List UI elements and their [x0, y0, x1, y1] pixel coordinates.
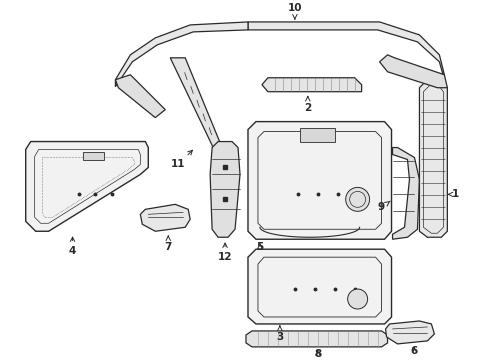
- Polygon shape: [419, 80, 447, 237]
- Text: 1: 1: [448, 189, 459, 199]
- Polygon shape: [170, 58, 222, 152]
- Polygon shape: [386, 321, 435, 344]
- Polygon shape: [248, 249, 392, 324]
- Text: 11: 11: [171, 150, 193, 170]
- Text: 5: 5: [256, 242, 264, 252]
- Text: 12: 12: [218, 243, 232, 262]
- Text: 6: 6: [411, 346, 418, 356]
- Bar: [82, 152, 104, 161]
- Circle shape: [348, 289, 368, 309]
- Polygon shape: [140, 204, 190, 231]
- Polygon shape: [380, 55, 447, 88]
- Circle shape: [345, 188, 369, 211]
- Text: 3: 3: [276, 326, 284, 342]
- Polygon shape: [248, 22, 444, 80]
- Text: 7: 7: [165, 236, 172, 252]
- Polygon shape: [210, 141, 240, 237]
- Polygon shape: [246, 331, 388, 347]
- Bar: [300, 127, 335, 141]
- Text: 9: 9: [378, 201, 390, 212]
- Text: 10: 10: [288, 3, 302, 19]
- Polygon shape: [392, 148, 419, 239]
- Polygon shape: [116, 22, 248, 87]
- Polygon shape: [248, 122, 392, 239]
- Text: 4: 4: [69, 237, 76, 256]
- Polygon shape: [25, 141, 148, 231]
- Text: 8: 8: [314, 349, 321, 359]
- Polygon shape: [262, 78, 362, 92]
- Polygon shape: [116, 75, 165, 118]
- Text: 2: 2: [304, 96, 312, 113]
